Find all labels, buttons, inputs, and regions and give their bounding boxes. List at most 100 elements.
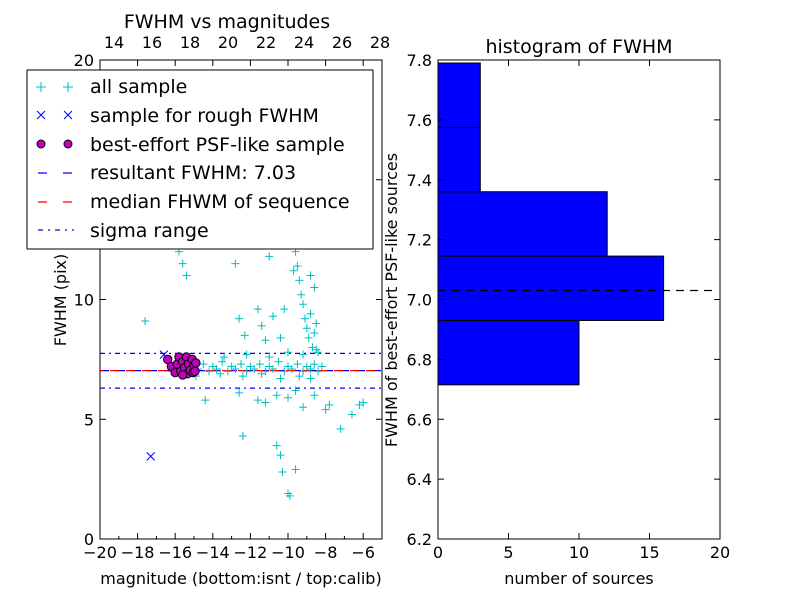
point-all-sample xyxy=(291,465,300,474)
point-all-sample xyxy=(201,396,210,405)
point-all-sample xyxy=(242,350,251,359)
y-tick-label: 7.0 xyxy=(407,291,432,310)
legend-label-all-sample: all sample xyxy=(90,76,187,98)
x-tick-label: −16 xyxy=(158,543,192,562)
point-all-sample xyxy=(261,336,270,345)
point-all-sample xyxy=(240,331,249,340)
point-all-sample xyxy=(299,350,308,359)
point-all-sample xyxy=(235,314,244,323)
point-all-sample xyxy=(265,352,274,361)
point-all-sample xyxy=(300,314,309,323)
point-all-sample xyxy=(276,333,285,342)
point-all-sample xyxy=(280,305,289,314)
point-all-sample xyxy=(223,367,232,376)
histogram-bars xyxy=(437,62,665,386)
point-all-sample xyxy=(306,364,315,373)
point-all-sample xyxy=(284,393,292,402)
point-all-sample xyxy=(255,360,264,369)
y-tick-label: 0 xyxy=(84,530,94,549)
top-x-tick-label: 22 xyxy=(256,33,276,52)
legend-marker-circle-icon xyxy=(36,139,46,149)
point-all-sample xyxy=(274,357,283,366)
point-all-sample xyxy=(306,374,315,383)
legend-entry-resultant: resultant FWHM: 7.03 xyxy=(38,162,296,184)
point-all-sample xyxy=(325,400,334,409)
x-tick-label: −12 xyxy=(234,543,268,562)
left-chart-title: FWHM vs magnitudes xyxy=(124,11,330,33)
point-all-sample xyxy=(306,309,315,318)
left-x-axis-label: magnitude (bottom:isnt / top:calib) xyxy=(100,569,381,588)
x-tick-label: −8 xyxy=(314,543,338,562)
legend-label-psf-like: best-effort PSF-like sample xyxy=(90,134,345,156)
point-rough-fwhm xyxy=(146,452,156,461)
point-all-sample xyxy=(216,369,225,378)
point-all-sample xyxy=(268,364,277,373)
point-all-sample xyxy=(310,391,319,400)
point-all-sample xyxy=(199,360,208,369)
y-tick-label: 10 xyxy=(74,291,94,310)
legend-entry-all-sample: all sample xyxy=(36,76,187,98)
point-psf-like xyxy=(191,358,201,368)
legend-entry-psf-like: best-effort PSF-like sample xyxy=(36,134,345,156)
point-all-sample xyxy=(261,398,270,407)
y-tick-label: 7.4 xyxy=(407,171,432,190)
point-all-sample xyxy=(287,364,296,373)
point-all-sample xyxy=(317,362,326,371)
point-all-sample xyxy=(312,319,321,328)
point-all-sample xyxy=(321,405,330,414)
legend-marker-circle-icon xyxy=(63,139,73,149)
legend-marker-x-icon xyxy=(36,110,73,120)
point-psf-like xyxy=(162,354,173,365)
point-all-sample xyxy=(293,261,302,270)
right-axis-ticks: 0 5 10 15 20 6.2 6.4 6.6 6.8 7.0 7.2 7.4 7.6 7.8 xyxy=(407,51,731,562)
point-psf-like xyxy=(178,370,188,380)
histogram-bar xyxy=(437,126,481,193)
right-chart-title: histogram of FWHM xyxy=(485,36,672,58)
point-all-sample xyxy=(237,360,245,369)
left-panel: −20 −18 −16 −14 −12 −10 −8 −6 14 16 18 20 22 24 26 28 0 5… xyxy=(26,11,390,588)
point-all-sample xyxy=(218,357,227,366)
point-all-sample xyxy=(293,360,302,369)
point-all-sample xyxy=(231,364,240,373)
point-all-sample xyxy=(302,324,311,333)
point-all-sample xyxy=(231,259,240,268)
x-tick-label: 0 xyxy=(433,543,443,562)
point-all-sample xyxy=(212,364,221,373)
legend: all sample sample for rough FWHM best-ef… xyxy=(26,69,374,250)
point-all-sample xyxy=(238,372,247,381)
point-all-sample xyxy=(235,388,244,397)
point-all-sample xyxy=(297,290,306,299)
y-tick-label: 7.2 xyxy=(407,231,432,250)
point-all-sample xyxy=(242,367,251,376)
histogram-bar xyxy=(437,191,608,257)
histogram-bar xyxy=(437,62,481,128)
point-all-sample xyxy=(314,367,323,376)
left-y-axis-label: FWHM (pix) xyxy=(51,254,70,347)
point-all-sample xyxy=(257,321,266,330)
legend-label-median: median FHWM of sequence xyxy=(90,191,350,213)
point-all-sample xyxy=(257,369,266,378)
point-all-sample xyxy=(308,343,317,352)
point-all-sample xyxy=(141,317,150,326)
top-x-tick-label: 18 xyxy=(180,33,200,52)
point-all-sample xyxy=(205,367,214,376)
point-all-sample xyxy=(291,386,300,395)
point-all-sample xyxy=(299,403,308,412)
point-all-sample xyxy=(310,329,319,338)
point-all-sample xyxy=(304,333,313,342)
point-all-sample xyxy=(295,276,304,285)
legend-entry-median: median FHWM of sequence xyxy=(38,191,350,213)
top-x-tick-label: 20 xyxy=(218,33,238,52)
point-all-sample xyxy=(265,252,274,261)
x-tick-label: −14 xyxy=(196,543,230,562)
legend-label-rough-fwhm: sample for rough FWHM xyxy=(90,105,319,127)
point-all-sample xyxy=(310,283,319,292)
legend-box xyxy=(26,69,374,250)
point-all-sample xyxy=(276,451,285,460)
point-all-sample xyxy=(310,360,319,369)
point-all-sample xyxy=(284,348,292,357)
legend-entry-sigma: sigma range xyxy=(38,220,209,242)
left-reference-lines xyxy=(100,352,382,389)
point-all-sample xyxy=(220,352,229,361)
y-tick-label: 5 xyxy=(84,410,94,429)
